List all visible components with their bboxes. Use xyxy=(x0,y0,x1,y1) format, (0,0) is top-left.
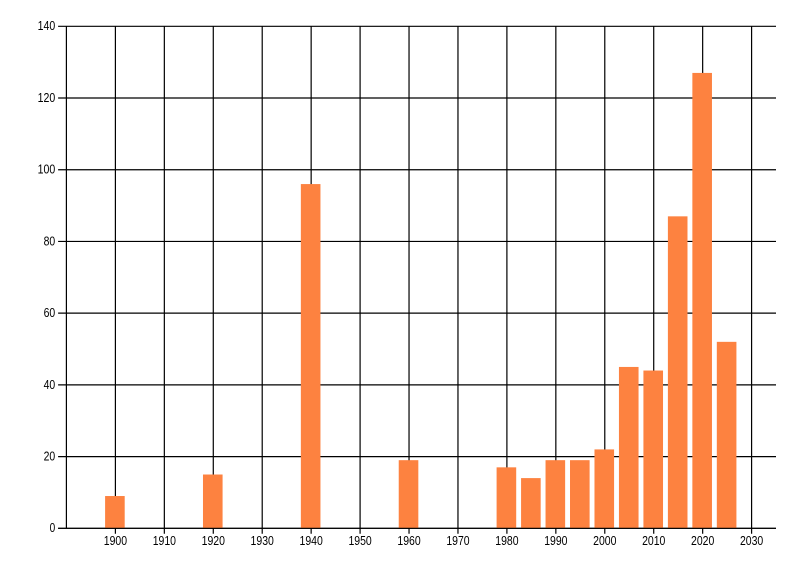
svg-text:40: 40 xyxy=(44,377,56,392)
svg-text:1910: 1910 xyxy=(153,533,176,548)
svg-text:1900: 1900 xyxy=(104,533,127,548)
svg-text:2000: 2000 xyxy=(593,533,616,548)
svg-text:100: 100 xyxy=(38,162,56,177)
svg-text:20: 20 xyxy=(44,448,56,463)
svg-text:1950: 1950 xyxy=(348,533,371,548)
svg-text:120: 120 xyxy=(38,90,56,105)
svg-text:2030: 2030 xyxy=(740,533,763,548)
svg-text:1960: 1960 xyxy=(397,533,420,548)
svg-text:1980: 1980 xyxy=(495,533,518,548)
svg-text:1940: 1940 xyxy=(300,533,323,548)
svg-text:1990: 1990 xyxy=(544,533,567,548)
svg-text:80: 80 xyxy=(44,233,56,248)
svg-text:1930: 1930 xyxy=(251,533,274,548)
svg-text:2010: 2010 xyxy=(642,533,665,548)
svg-text:140: 140 xyxy=(38,18,56,33)
svg-text:60: 60 xyxy=(44,305,56,320)
svg-text:1970: 1970 xyxy=(446,533,469,548)
svg-text:0: 0 xyxy=(50,520,56,535)
svg-text:2020: 2020 xyxy=(691,533,714,548)
svg-text:1920: 1920 xyxy=(202,533,225,548)
